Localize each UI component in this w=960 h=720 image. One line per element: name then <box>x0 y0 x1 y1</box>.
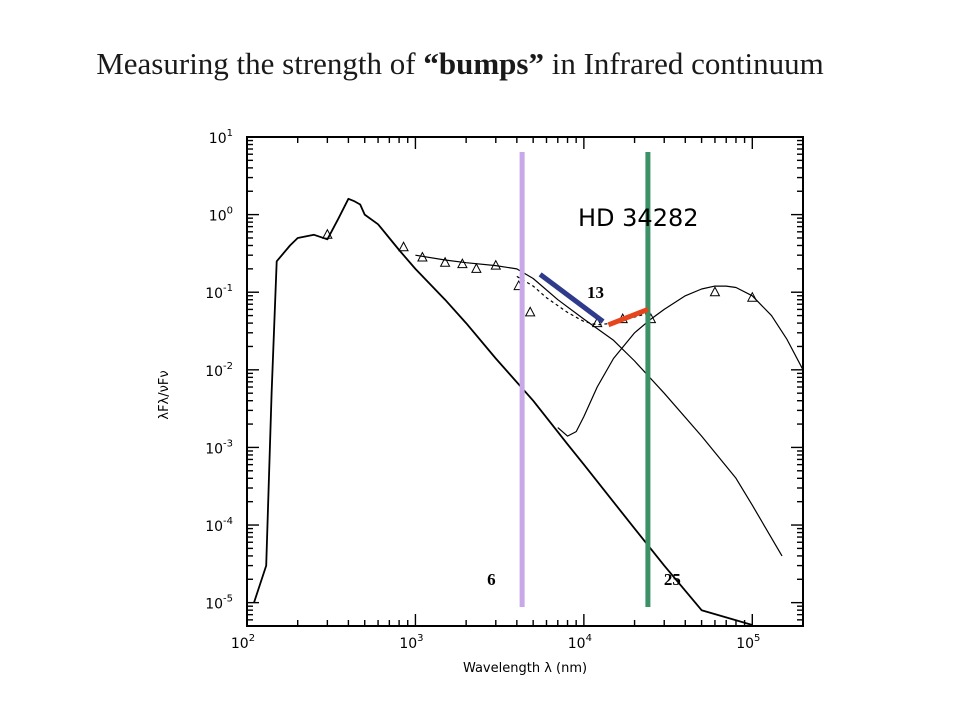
data-marker <box>417 251 428 262</box>
marker-layer <box>322 228 758 328</box>
y-tick-label: 10-1 <box>205 283 233 302</box>
x-tick-label: 104 <box>568 633 592 652</box>
slope-label: 13 <box>587 283 604 302</box>
slide-title: Measuring the strength of “bumps” in Inf… <box>90 44 830 84</box>
title-text-start: Measuring the strength of <box>96 46 424 81</box>
data-marker <box>490 259 502 270</box>
y-tick-label: 101 <box>209 128 233 147</box>
chart-title: HD 34282 <box>578 204 699 232</box>
y-axis-label: λFλ/νFν <box>157 370 172 419</box>
vertical-marker-label: 6 <box>487 570 496 589</box>
data-marker <box>457 258 468 269</box>
y-tick-label: 100 <box>209 206 233 225</box>
series-layer <box>253 197 804 626</box>
series-line-1 <box>253 197 753 626</box>
series-line-4 <box>557 285 804 437</box>
x-tick-label: 103 <box>399 633 423 652</box>
overlay-layer: 6 25 13 <box>487 152 681 607</box>
data-marker <box>524 306 536 317</box>
vertical-marker-label: 25 <box>664 570 681 589</box>
y-tick-label: 10-3 <box>205 438 233 457</box>
y-tick-label: 10-5 <box>205 594 233 613</box>
title-text-end: in Infrared continuum <box>543 46 824 81</box>
slope-segment <box>607 307 649 328</box>
data-marker <box>322 228 333 239</box>
data-marker <box>439 256 451 267</box>
data-marker <box>591 317 603 328</box>
data-marker <box>471 262 482 273</box>
y-tick-label: 10-2 <box>205 361 233 380</box>
slope-segment <box>538 272 605 324</box>
tick-labels: 102 103 104 105 101 100 10-1 10-2 10-3 10-4 10-5 <box>205 128 760 652</box>
data-marker <box>746 291 758 302</box>
data-marker <box>398 241 409 252</box>
data-marker <box>709 286 721 297</box>
x-axis-label: Wavelength λ (nm) <box>463 661 587 676</box>
plot-frame <box>246 136 804 627</box>
x-tick-label: 105 <box>736 633 760 652</box>
x-tick-label: 102 <box>231 633 255 652</box>
title-text-bold: “bumps” <box>423 46 544 81</box>
y-tick-label: 10-4 <box>205 516 233 535</box>
axis-ticks <box>246 136 804 626</box>
series-line-3 <box>516 275 652 326</box>
